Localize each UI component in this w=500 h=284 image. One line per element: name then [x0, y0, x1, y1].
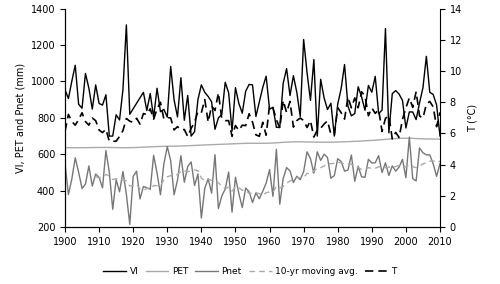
T — [413, 90, 419, 93]
Line: T: T — [65, 92, 440, 141]
T — [430, 105, 436, 108]
PET — [124, 146, 130, 149]
VI — [164, 116, 170, 119]
10-yr moving avg. — [437, 159, 443, 163]
Line: Pnet: Pnet — [65, 137, 440, 224]
T — [62, 130, 68, 133]
PET — [430, 137, 436, 141]
T — [161, 117, 167, 121]
10-yr moving avg. — [147, 187, 153, 191]
Line: PET: PET — [65, 138, 440, 148]
VI — [437, 134, 443, 138]
PET — [284, 140, 290, 144]
Pnet — [284, 166, 290, 169]
Y-axis label: VI, PET and Pnet (mm): VI, PET and Pnet (mm) — [15, 63, 25, 173]
VI — [430, 93, 436, 96]
Pnet — [127, 223, 133, 226]
VI — [287, 94, 293, 97]
Pnet — [406, 135, 412, 139]
T — [205, 120, 211, 124]
T — [240, 124, 246, 127]
10-yr moving avg. — [280, 185, 286, 188]
Y-axis label: T (°C): T (°C) — [468, 104, 477, 132]
VI — [124, 23, 130, 27]
10-yr moving avg. — [202, 179, 208, 182]
Pnet — [150, 154, 156, 157]
Line: 10-yr moving avg.: 10-yr moving avg. — [96, 161, 440, 196]
PET — [240, 142, 246, 145]
Pnet — [430, 162, 436, 166]
T — [284, 111, 290, 114]
VI — [106, 134, 112, 138]
PET — [205, 143, 211, 147]
PET — [62, 146, 68, 149]
Pnet — [437, 162, 443, 165]
VI — [208, 100, 214, 103]
Legend: VI, PET, Pnet, 10-yr moving avg., T: VI, PET, Pnet, 10-yr moving avg., T — [100, 263, 401, 279]
10-yr moving avg. — [424, 161, 430, 164]
T — [150, 118, 156, 121]
T — [106, 139, 112, 143]
Pnet — [240, 206, 246, 209]
T — [437, 111, 443, 114]
10-yr moving avg. — [158, 184, 164, 187]
Pnet — [62, 162, 68, 165]
VI — [154, 87, 160, 90]
Pnet — [205, 177, 211, 180]
Pnet — [161, 162, 167, 166]
PET — [161, 145, 167, 148]
10-yr moving avg. — [236, 186, 242, 189]
PET — [403, 137, 409, 140]
VI — [62, 88, 68, 91]
VI — [242, 89, 248, 93]
PET — [150, 145, 156, 149]
Line: VI: VI — [65, 25, 440, 136]
PET — [437, 137, 443, 141]
